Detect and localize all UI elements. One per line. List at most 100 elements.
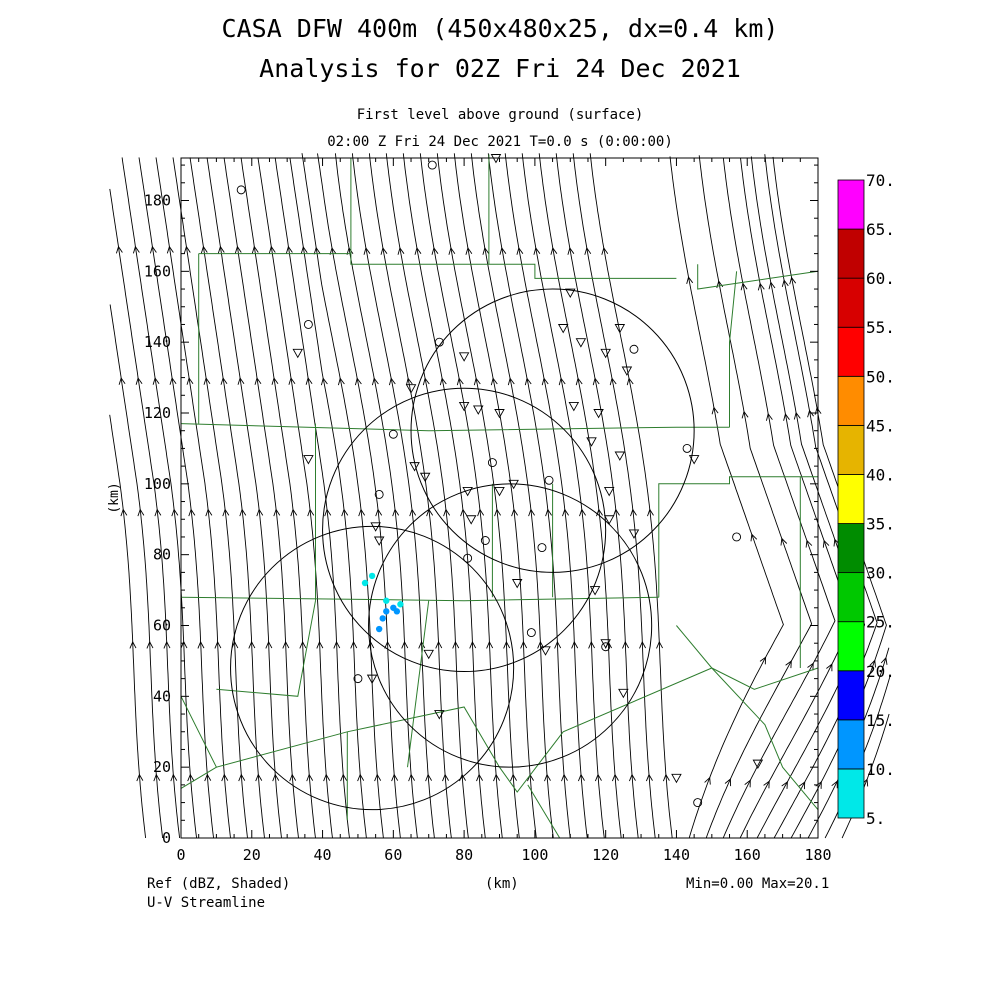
- chart-title-line2: Analysis for 02Z Fri 24 Dec 2021: [259, 54, 741, 83]
- streamline-arrow: [188, 508, 196, 517]
- streamline-arrow: [759, 656, 767, 665]
- streamline-arrow: [630, 508, 637, 517]
- streamline-arrow: [626, 377, 634, 386]
- colorbar-label: 30.: [866, 564, 895, 583]
- streamline-arrow: [686, 276, 694, 285]
- reflectivity-cell: [368, 572, 376, 580]
- station-triangle-marker: [568, 401, 580, 412]
- streamline-arrow: [613, 508, 620, 517]
- station-circle-marker: [537, 543, 547, 553]
- streamline-arrow: [544, 773, 551, 782]
- station-triangle-marker: [575, 338, 587, 348]
- streamline: [402, 153, 486, 839]
- reflectivity-cells: [361, 572, 404, 633]
- station-triangle-marker: [600, 348, 611, 359]
- colorbar-swatch: [837, 474, 865, 524]
- colorbar-swatch: [837, 670, 865, 721]
- x-tick-label: 0: [176, 846, 185, 864]
- station-triangle-marker: [603, 515, 615, 525]
- station-circle-marker: [601, 642, 611, 652]
- streamline-arrow: [251, 245, 259, 254]
- colorbar-swatch: [837, 179, 865, 230]
- streamline-arrow: [494, 508, 501, 517]
- streamline-arrow: [793, 411, 801, 420]
- streamline-arrow: [200, 245, 208, 254]
- streamline-arrow: [465, 246, 473, 255]
- radar-range-ring: [230, 525, 515, 811]
- streamline-arrow: [238, 773, 246, 782]
- station-triangle-marker: [458, 352, 470, 362]
- streamline-arrow: [305, 376, 313, 385]
- station-circle-marker: [544, 475, 554, 485]
- station-circle-marker: [434, 337, 444, 347]
- streamline: [109, 188, 181, 839]
- colorbar-label: 50.: [866, 367, 895, 386]
- streamline: [138, 157, 215, 839]
- county-line: [407, 600, 430, 768]
- radar-range-ring: [322, 387, 607, 673]
- x-tick-label: 100: [521, 846, 548, 864]
- station-circle-marker: [629, 344, 639, 354]
- x-axis-label: (km): [485, 876, 519, 892]
- streamline-arrow: [183, 245, 191, 254]
- streamline-arrow: [358, 508, 366, 517]
- colorbar-label: 60.: [866, 269, 895, 288]
- streamline-arrow: [341, 508, 349, 517]
- station-circle-marker: [732, 532, 742, 542]
- reflectivity-cell: [383, 608, 390, 615]
- streamline: [172, 157, 248, 839]
- station-triangle-marker: [472, 405, 484, 415]
- streamline-arrow: [187, 773, 195, 782]
- streamline-arrow: [781, 780, 788, 789]
- streamline-arrow: [533, 246, 541, 255]
- station-triangle-marker: [540, 646, 551, 656]
- streamline-arrow: [609, 377, 617, 386]
- streamline-arrow: [622, 640, 629, 649]
- streamline-arrow: [545, 508, 552, 517]
- streamline-arrow: [822, 539, 830, 548]
- streamline-arrow: [869, 659, 876, 668]
- streamline-arrow: [380, 246, 388, 255]
- streamline-arrow: [171, 508, 179, 517]
- station-circle-marker: [374, 490, 384, 499]
- streamline-arrow: [831, 780, 838, 789]
- streamline-arrow: [601, 246, 609, 255]
- streamline-arrow: [482, 246, 490, 255]
- colorbar-swatch: [837, 277, 865, 328]
- county-line: [711, 667, 819, 690]
- streamline-arrow: [805, 539, 813, 548]
- colorbar-label: 35.: [866, 515, 895, 534]
- streamline-arrow: [405, 377, 413, 386]
- streamline-arrow: [711, 406, 719, 415]
- streamline-arrow: [289, 773, 297, 782]
- streamline-arrow: [592, 377, 600, 386]
- streamline: [257, 157, 333, 839]
- station-triangle-marker: [508, 479, 519, 490]
- x-tick-label: 40: [314, 846, 332, 864]
- plot-frame: [180, 157, 819, 839]
- streamline-arrow: [431, 246, 439, 255]
- streamline-arrow: [204, 773, 212, 782]
- streamline-arrow: [180, 640, 188, 649]
- streamline: [470, 153, 554, 839]
- streamline-arrow: [346, 246, 354, 255]
- streamline: [436, 153, 520, 839]
- colorbar-swatch: [837, 375, 865, 426]
- reflectivity-cell: [379, 615, 386, 622]
- streamline-arrow: [285, 245, 293, 254]
- streamline-arrow: [656, 640, 663, 649]
- streamline: [453, 153, 537, 839]
- streamline-arrow: [562, 508, 569, 517]
- streamline-arrow: [724, 778, 732, 787]
- streamline-arrow: [442, 773, 449, 782]
- colorbar: 5. 10. 15. 20. 25. 30. 35. 40. 45. 50. 55. 60. 65. 70…: [837, 171, 895, 828]
- streamline-arrow: [169, 377, 177, 385]
- streamline-arrow: [567, 246, 575, 255]
- station-triangle-marker: [618, 688, 629, 699]
- stations: [236, 154, 764, 808]
- streamline-arrow: [807, 409, 814, 418]
- streamline: [206, 157, 282, 839]
- streamline-arrow: [490, 377, 498, 386]
- station-circle-marker: [353, 674, 363, 684]
